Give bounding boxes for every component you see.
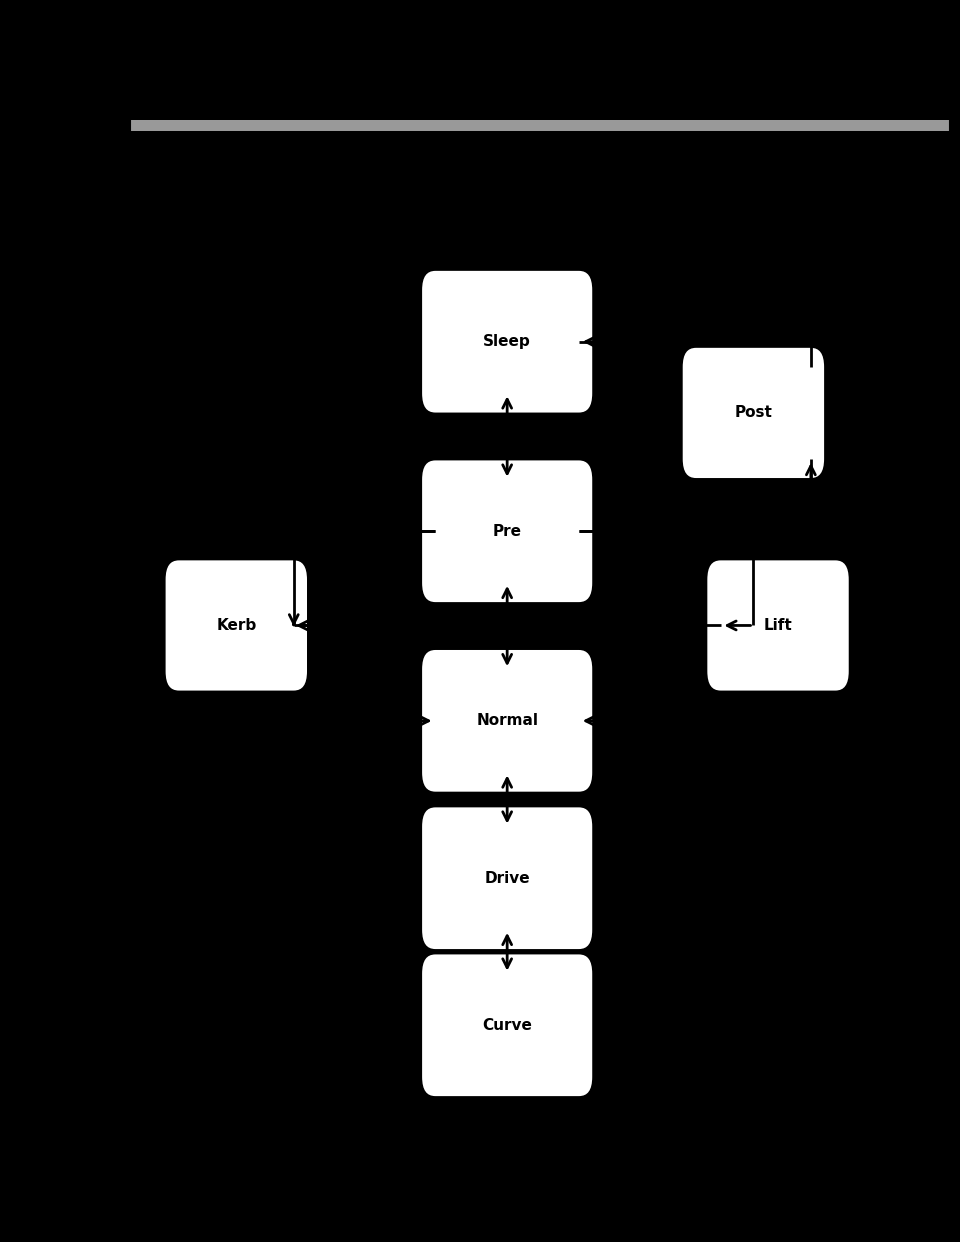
Text: Pre: Pre	[492, 524, 521, 539]
FancyBboxPatch shape	[420, 458, 594, 604]
Text: Control Mode Flow Chart: Control Mode Flow Chart	[144, 132, 418, 150]
Text: Sleep: Sleep	[483, 334, 531, 349]
FancyBboxPatch shape	[130, 37, 950, 120]
Text: Kerb: Kerb	[216, 619, 256, 633]
FancyBboxPatch shape	[420, 806, 594, 950]
FancyBboxPatch shape	[420, 648, 594, 794]
FancyBboxPatch shape	[420, 270, 594, 414]
FancyBboxPatch shape	[420, 953, 594, 1098]
FancyBboxPatch shape	[682, 347, 826, 479]
Text: Normal: Normal	[476, 713, 539, 728]
FancyBboxPatch shape	[164, 559, 308, 692]
Text: Curve: Curve	[482, 1017, 532, 1033]
Text: The following chart demonstrates the control sequences of the E65/E66 with singl: The following chart demonstrates the con…	[144, 160, 790, 196]
Text: Drive: Drive	[485, 871, 530, 886]
Text: Post: Post	[734, 405, 773, 421]
Text: 47: 47	[913, 1123, 938, 1140]
FancyBboxPatch shape	[130, 120, 950, 132]
Text: Level Control Systems: Level Control Systems	[822, 1151, 938, 1161]
Text: Lift: Lift	[763, 619, 792, 633]
FancyBboxPatch shape	[706, 559, 851, 692]
